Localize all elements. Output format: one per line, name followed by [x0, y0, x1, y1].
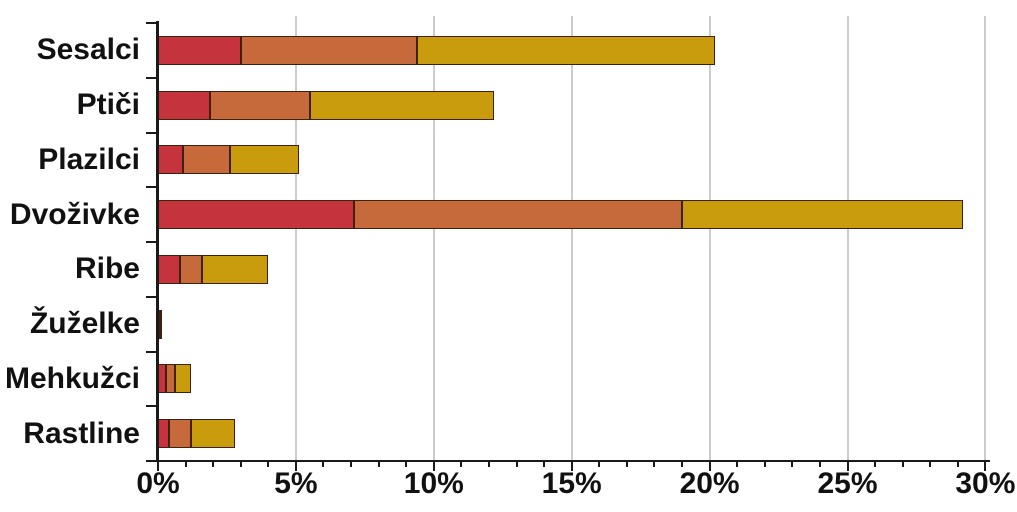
- bar-sesalci-red-segment: [158, 35, 241, 65]
- x-axis-minor-tick: [901, 461, 904, 467]
- x-axis-minor-tick: [239, 461, 242, 467]
- bar-dvoživke-gold-segment: [682, 200, 964, 230]
- bar-plazilci-red-segment: [158, 145, 183, 175]
- x-axis-major-tick-30pct: [984, 461, 987, 471]
- x-tick-label-0pct: 0%: [136, 467, 180, 500]
- x-axis-minor-tick: [184, 461, 187, 467]
- gridline-10pct: [432, 16, 435, 460]
- x-axis-minor-tick: [929, 461, 932, 467]
- bar-sesalci-gold-segment: [417, 35, 716, 65]
- bar-žuželke-gold-segment: [160, 309, 163, 339]
- x-tick-label-5pct: 5%: [274, 467, 318, 500]
- y-axis-tick: [146, 295, 157, 298]
- gridline-5pct: [294, 16, 297, 460]
- x-tick-label-30pct: 30%: [955, 467, 1016, 500]
- y-axis-tick: [146, 76, 157, 79]
- bar-rastline-red-segment: [158, 419, 170, 449]
- x-axis-minor-tick: [598, 461, 601, 467]
- x-axis-line: [147, 459, 990, 462]
- x-axis-minor-tick: [653, 461, 656, 467]
- category-label-rastline: Rastline: [23, 416, 140, 450]
- y-axis-tick: [146, 131, 157, 134]
- category-label-plazilci: Plazilci: [38, 142, 140, 176]
- gridline-20pct: [708, 16, 711, 460]
- y-axis-tick: [146, 350, 157, 353]
- x-axis-major-tick-15pct: [570, 461, 573, 471]
- bar-ptiči-orange-segment: [210, 90, 310, 120]
- x-axis-minor-tick: [791, 461, 794, 467]
- bar-ribe-orange-segment: [180, 254, 203, 284]
- x-axis-minor-tick: [874, 461, 877, 467]
- x-axis-minor-tick: [350, 461, 353, 467]
- bar-mehkužci-orange-segment: [166, 364, 175, 394]
- x-axis-minor-tick: [956, 461, 959, 467]
- category-label-mehkužci: Mehkužci: [4, 361, 140, 395]
- bar-ptiči-red-segment: [158, 90, 211, 120]
- x-axis-minor-tick: [625, 461, 628, 467]
- category-label-sesalci: Sesalci: [36, 33, 140, 67]
- bar-sesalci-orange-segment: [240, 35, 418, 65]
- category-label-ptiči: Ptiči: [76, 88, 140, 122]
- x-axis-minor-tick: [267, 461, 270, 467]
- y-axis-line: [156, 21, 159, 462]
- x-axis-minor-tick: [818, 461, 821, 467]
- x-axis-minor-tick: [515, 461, 518, 467]
- bar-rastline-gold-segment: [191, 419, 236, 449]
- bar-ribe-gold-segment: [202, 254, 269, 284]
- x-axis-major-tick-5pct: [294, 461, 297, 471]
- gridline-30pct: [984, 16, 987, 460]
- x-axis-minor-tick: [377, 461, 380, 467]
- y-axis-tick: [146, 186, 157, 189]
- y-axis-tick: [146, 22, 157, 24]
- x-axis-major-tick-20pct: [708, 461, 711, 471]
- bar-dvoživke-red-segment: [158, 200, 354, 230]
- bar-ribe-red-segment: [158, 254, 181, 284]
- x-tick-label-20pct: 20%: [679, 467, 740, 500]
- bar-dvoživke-orange-segment: [353, 200, 682, 230]
- category-label-dvoživke: Dvoživke: [9, 197, 140, 231]
- category-label-žuželke: Žuželke: [29, 307, 140, 341]
- x-axis-minor-tick: [543, 461, 546, 467]
- gridline-25pct: [846, 16, 849, 460]
- y-axis-tick: [146, 460, 157, 462]
- bar-plazilci-gold-segment: [229, 145, 299, 175]
- x-axis-major-tick-25pct: [846, 461, 849, 471]
- x-axis-minor-tick: [763, 461, 766, 467]
- y-axis-tick: [146, 241, 157, 243]
- x-tick-label-10pct: 10%: [403, 467, 464, 500]
- x-tick-label-25pct: 25%: [817, 467, 878, 500]
- x-axis-minor-tick: [460, 461, 463, 467]
- x-axis-major-tick-10pct: [432, 461, 435, 471]
- gridline-15pct: [570, 16, 573, 460]
- x-axis-major-tick-0pct: [157, 461, 159, 471]
- category-label-ribe: Ribe: [74, 252, 140, 286]
- bar-plazilci-orange-segment: [182, 145, 230, 175]
- x-axis-minor-tick: [736, 461, 739, 467]
- bar-mehkužci-red-segment: [158, 364, 167, 394]
- x-axis-minor-tick: [681, 461, 684, 467]
- bar-ptiči-gold-segment: [309, 90, 495, 120]
- x-axis-minor-tick: [405, 461, 408, 467]
- x-axis-minor-tick: [322, 461, 325, 467]
- bar-rastline-orange-segment: [169, 419, 192, 449]
- bar-mehkužci-gold-segment: [174, 364, 192, 394]
- x-axis-minor-tick: [212, 461, 215, 467]
- x-tick-label-15pct: 15%: [541, 467, 602, 500]
- y-axis-tick: [146, 405, 157, 408]
- x-axis-minor-tick: [487, 461, 490, 467]
